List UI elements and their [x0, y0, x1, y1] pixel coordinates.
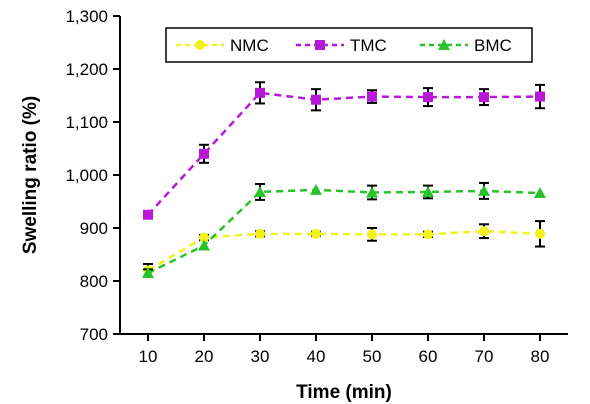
data-point-nmc — [255, 228, 265, 239]
data-point-bmc — [254, 185, 266, 197]
series-line-bmc — [147, 188, 541, 275]
series-tmc — [143, 81, 545, 220]
x-tick-label: 20 — [195, 347, 214, 366]
data-point-nmc — [535, 228, 545, 239]
y-tick-label: 1,100 — [65, 113, 108, 132]
ticks-layer: 10 20 30 40 50 60 70 80 700 800 900 1,000 1,100 1,200… — [65, 7, 549, 366]
data-point-bmc — [422, 185, 434, 197]
x-tick-label: 80 — [531, 347, 550, 366]
data-point-bmc — [310, 183, 322, 195]
data-point-tmc — [311, 94, 321, 105]
legend-label-tmc: TMC — [350, 36, 387, 55]
axes-layer — [119, 16, 568, 335]
x-axis-title: Time (min) — [296, 382, 392, 403]
data-point-nmc — [311, 228, 321, 239]
x-tick-label: 60 — [419, 347, 438, 366]
x-tick-label: 70 — [475, 347, 494, 366]
x-tick-label: 10 — [139, 347, 158, 366]
legend-marker-nmc — [195, 40, 205, 50]
legend-item-bmc: BMC — [420, 36, 512, 55]
data-point-nmc — [199, 232, 209, 243]
y-tick-label: 1,200 — [65, 60, 108, 79]
series-line-tmc — [147, 91, 541, 216]
x-tick-label: 50 — [363, 347, 382, 366]
legend-marker-tmc — [315, 40, 325, 50]
legend-item-tmc: TMC — [296, 36, 387, 55]
y-axis-title: Swelling ratio (%) — [20, 96, 41, 254]
y-tick-label: 1,000 — [65, 166, 108, 185]
data-point-bmc — [366, 186, 378, 198]
y-tick-label: 1,300 — [65, 7, 108, 26]
data-point-tmc — [143, 209, 153, 220]
legend-label-bmc: BMC — [474, 36, 512, 55]
data-point-tmc — [255, 87, 265, 98]
data-point-tmc — [199, 148, 209, 159]
x-tick-label: 40 — [307, 347, 326, 366]
legend: NMC TMC BMC — [165, 27, 533, 63]
series-bmc — [142, 181, 546, 279]
series-layer — [142, 81, 546, 279]
data-point-bmc — [478, 184, 490, 196]
legend-item-nmc: NMC — [176, 36, 269, 55]
data-point-bmc — [142, 267, 154, 279]
data-point-tmc — [535, 91, 545, 102]
legend-label-nmc: NMC — [230, 36, 269, 55]
data-point-tmc — [479, 92, 489, 103]
legend-box — [165, 27, 533, 63]
y-tick-label: 900 — [80, 219, 108, 238]
legend-marker-bmc — [438, 39, 450, 50]
y-tick-label: 800 — [80, 272, 108, 291]
data-point-nmc — [423, 229, 433, 240]
data-point-bmc — [534, 187, 546, 199]
data-point-tmc — [367, 91, 377, 102]
data-point-nmc — [479, 226, 489, 237]
data-point-nmc — [367, 229, 377, 240]
data-point-bmc — [198, 239, 210, 251]
data-point-tmc — [423, 92, 433, 103]
y-tick-label: 700 — [80, 325, 108, 344]
x-tick-label: 30 — [251, 347, 270, 366]
